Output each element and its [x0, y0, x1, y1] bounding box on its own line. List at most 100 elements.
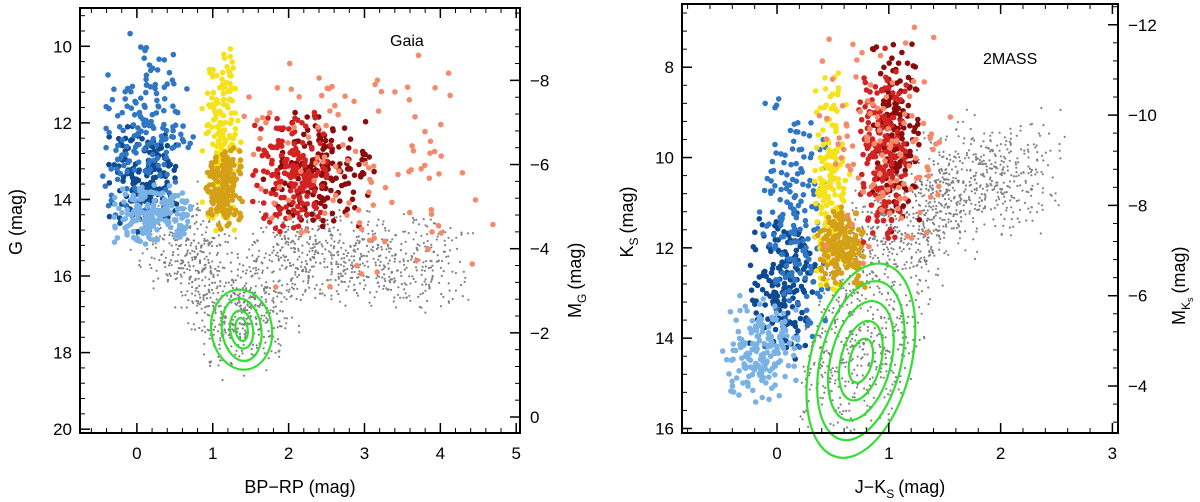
data-point [785, 256, 792, 262]
data-point [146, 226, 153, 232]
field-star [129, 248, 132, 251]
field-star [276, 338, 280, 341]
field-star [349, 276, 352, 280]
field-star [148, 263, 152, 266]
field-star [980, 173, 983, 176]
gaia-x-axis-label: BP−RP (mag) [244, 477, 355, 497]
field-star [807, 425, 810, 428]
field-star [1014, 161, 1017, 164]
field-star [946, 189, 949, 192]
field-star [933, 223, 936, 226]
field-star [1006, 185, 1009, 188]
data-point [350, 189, 357, 195]
field-star [180, 290, 183, 294]
data-point [329, 83, 335, 90]
field-star [915, 211, 918, 215]
field-star [903, 366, 907, 370]
field-star [291, 239, 294, 243]
field-star [868, 362, 871, 365]
field-star [351, 264, 354, 267]
data-point [472, 197, 479, 203]
field-star [945, 157, 948, 160]
field-star [249, 286, 253, 289]
field-star [203, 311, 206, 314]
field-star [924, 260, 927, 263]
field-star [927, 270, 930, 273]
field-star [909, 220, 912, 223]
field-star [425, 233, 429, 236]
field-star [232, 330, 235, 333]
field-star [988, 178, 992, 181]
data-point [356, 161, 362, 168]
field-star [203, 342, 206, 345]
field-star [174, 239, 177, 242]
field-star [842, 361, 846, 364]
field-star [254, 269, 258, 272]
field-star [819, 300, 822, 303]
field-star [367, 250, 370, 253]
field-star [242, 294, 245, 297]
data-point [795, 129, 801, 135]
data-point [161, 57, 168, 63]
field-star [281, 246, 284, 249]
field-star [905, 216, 909, 219]
field-star [883, 272, 886, 276]
field-star [176, 247, 179, 251]
field-star [940, 167, 943, 170]
field-star [447, 236, 450, 239]
data-point [286, 60, 293, 67]
field-star [903, 263, 906, 266]
data-point [170, 103, 176, 109]
field-star [393, 257, 397, 260]
field-star [281, 310, 284, 313]
field-star [831, 374, 834, 377]
data-point [212, 173, 219, 179]
field-star [443, 250, 446, 253]
data-point [170, 134, 177, 140]
field-star [306, 253, 309, 256]
field-star [942, 181, 945, 184]
data-point [142, 216, 149, 222]
field-star [193, 328, 196, 331]
data-point [791, 345, 798, 352]
data-point [215, 142, 222, 149]
field-star [944, 198, 947, 201]
field-star [836, 318, 839, 321]
field-star [408, 275, 411, 278]
field-star [230, 284, 233, 287]
data-point [733, 317, 739, 324]
x-tick-label: 0 [132, 444, 141, 463]
field-star [203, 325, 206, 328]
data-point [149, 111, 156, 118]
field-star [968, 210, 972, 213]
field-star [444, 231, 447, 234]
field-star [193, 250, 196, 253]
field-star [982, 140, 985, 143]
field-star [312, 243, 315, 246]
field-star [1040, 154, 1044, 157]
data-point [818, 286, 825, 293]
data-point [829, 105, 835, 111]
data-point [322, 203, 328, 210]
field-star [370, 248, 373, 251]
field-star [231, 286, 234, 290]
data-point [366, 237, 373, 244]
field-star [1002, 224, 1005, 227]
data-point [295, 223, 302, 230]
data-point [750, 244, 757, 250]
field-star [901, 267, 904, 271]
field-star [965, 201, 968, 204]
data-point [219, 85, 226, 92]
field-star [217, 355, 220, 358]
field-star [199, 245, 203, 248]
field-star [915, 264, 918, 267]
data-point [227, 80, 233, 87]
field-star [362, 279, 366, 282]
field-star [1028, 167, 1032, 170]
field-star [217, 265, 220, 268]
field-star [849, 429, 852, 432]
field-star [885, 246, 889, 249]
field-star [847, 352, 850, 355]
data-point [299, 200, 306, 207]
field-star [262, 347, 265, 350]
